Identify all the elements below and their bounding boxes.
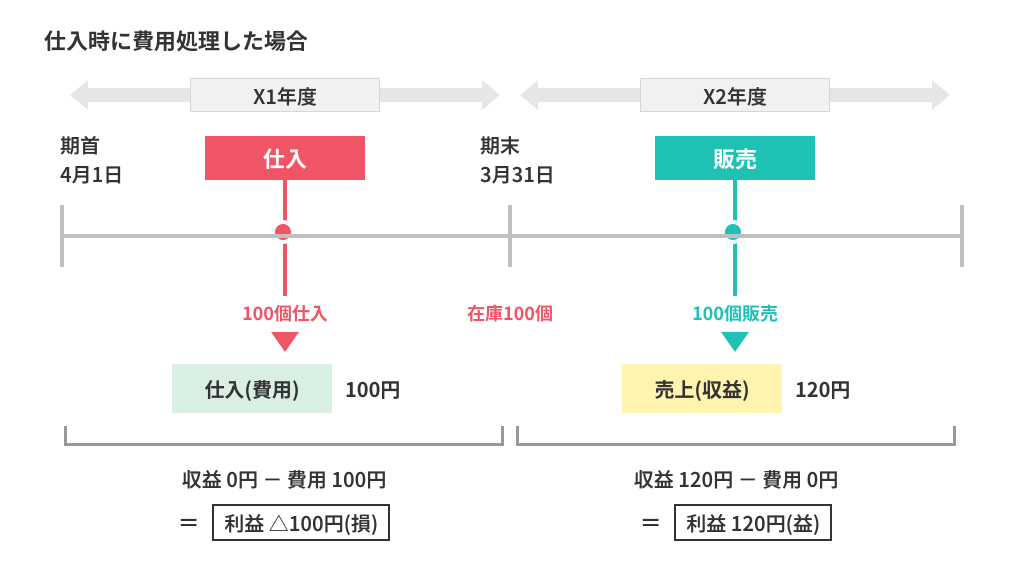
sale-dot (721, 220, 745, 244)
period-end-date: 3月31日 (480, 159, 555, 188)
calc-left-eq: ＝ (178, 506, 200, 538)
page-title: 仕入時に費用処理した場合 (44, 24, 308, 56)
purchase-tag: 仕入 (205, 136, 365, 180)
calc-right-line2: ＝ 利益 120円(益) (516, 504, 956, 541)
sale-detail: 100個販売 (675, 300, 795, 326)
tick-start (60, 205, 64, 267)
calc-left-line1: 収益 0円 － 費用 100円 (64, 464, 504, 493)
period-end-label: 期末 3月31日 (480, 130, 555, 188)
bracket-year1 (64, 426, 504, 446)
period-end-label-text: 期末 (480, 130, 520, 159)
tick-mid (508, 205, 512, 267)
revenue-value: 120円 (795, 374, 850, 403)
calc-left-line2: ＝ 利益 △100円(損) (64, 504, 504, 541)
year-label-2: X2年度 (640, 78, 830, 112)
purchase-arrow-icon (271, 332, 299, 352)
inventory-text: 在庫100個 (450, 300, 570, 326)
expense-box: 仕入(費用) (172, 364, 332, 413)
year-label-1: X1年度 (190, 78, 380, 112)
calc-left-result: 利益 △100円(損) (212, 504, 390, 541)
period-start-label: 期首 4月1日 (60, 130, 123, 188)
calc-right-line1: 収益 120円 － 費用 0円 (516, 464, 956, 493)
period-start-date: 4月1日 (60, 159, 123, 188)
tick-end (960, 205, 964, 267)
period-start-label-text: 期首 (60, 130, 100, 159)
calc-right-result: 利益 120円(益) (674, 504, 832, 541)
purchase-dot (271, 220, 295, 244)
sale-arrow-icon (721, 332, 749, 352)
purchase-detail: 100個仕入 (225, 300, 345, 326)
revenue-box: 売上(収益) (622, 364, 782, 413)
expense-value: 100円 (345, 374, 400, 403)
sale-tag: 販売 (655, 136, 815, 180)
calc-right-eq: ＝ (640, 506, 662, 538)
timeline-axis (60, 234, 964, 238)
bracket-year2 (516, 426, 956, 446)
